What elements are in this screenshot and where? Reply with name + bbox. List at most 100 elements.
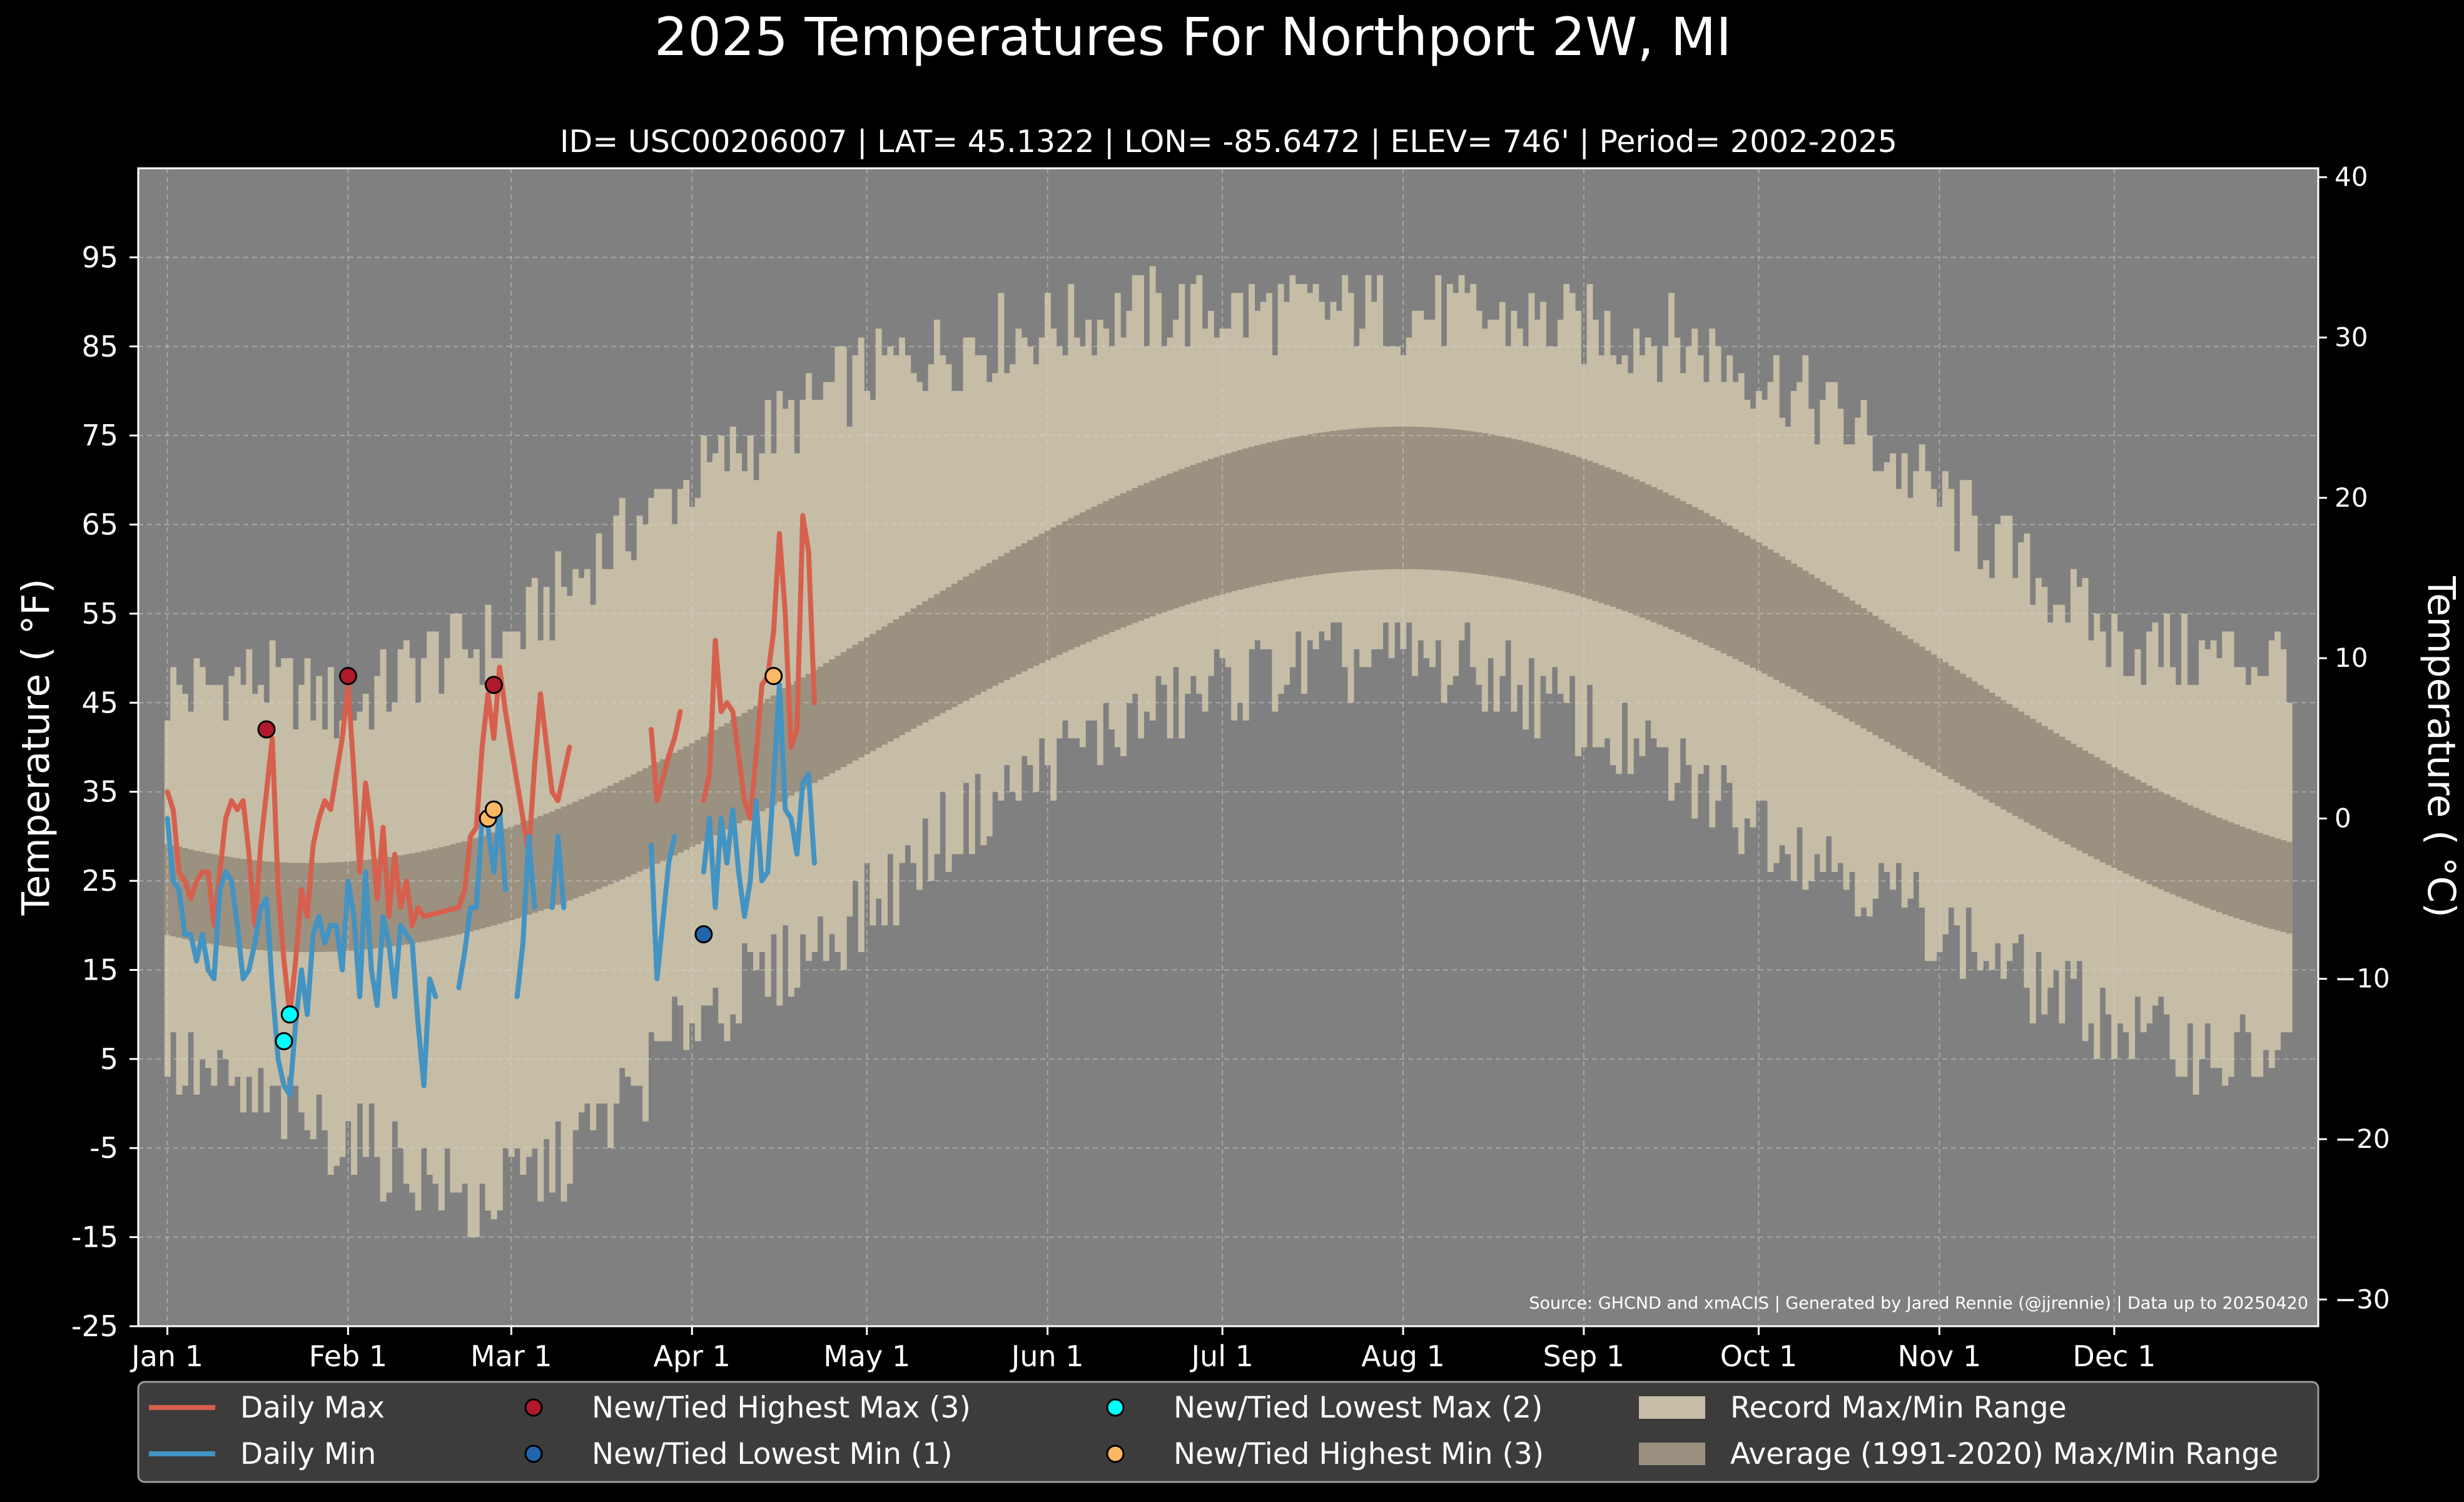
record-bar [741,471,748,943]
average-bar [1446,429,1453,571]
average-bar [2257,833,2264,926]
record-bar [940,355,946,792]
average-bar [1546,447,1553,588]
average-bar [607,785,614,885]
legend-item: Record Max/Min Range [1639,1391,2067,1425]
average-bar [1837,592,1844,716]
y-tick-label: 75 [81,419,118,452]
record-bar [473,649,480,1237]
average-bar [1091,507,1098,640]
average-bar [2053,733,2059,838]
average-bar [852,644,859,761]
average-bar [1184,467,1191,605]
x-tick-label: May 1 [823,1339,910,1373]
average-bar [1697,510,1704,642]
average-bar [601,788,608,887]
average-bar [1190,465,1197,603]
average-bar [799,677,806,789]
average-bar [374,858,381,948]
y-tick-label: 25 [81,864,118,898]
record-bar [1044,293,1051,765]
record-bar [712,453,719,988]
average-bar [1936,658,1943,773]
average-bar [1079,512,1086,645]
record-bar [549,640,555,1193]
average-bar [1866,612,1873,732]
legend-swatch [1106,1398,1125,1417]
average-bar [782,688,789,799]
average-bar [1656,489,1663,625]
average-bar [1523,441,1529,582]
average-bar [2029,719,2036,826]
average-bar [1954,669,1960,783]
average-bar [1242,448,1249,589]
average-bar [2111,767,2118,868]
record-bar [975,355,981,774]
average-bar [1872,616,1879,736]
average-bar [636,771,643,872]
average-bar [764,699,771,808]
marker-highest-max [257,720,276,739]
record-bar [1132,275,1138,694]
record-bar [805,373,812,962]
record-bar [648,497,655,1033]
average-bar [228,857,235,947]
y-tick-label: 35 [81,775,118,809]
y2-tick-label: −30 [2335,1284,2390,1314]
average-bar [2076,747,2083,851]
average-bar [666,756,672,858]
average-bar [1336,430,1342,572]
average-bar [817,666,824,780]
marker-highest-max [338,667,357,686]
legend-box [137,1381,2320,1483]
average-bar [1377,427,1384,570]
average-bar [980,566,987,692]
average-bar [1400,426,1407,569]
average-bar [514,825,520,919]
average-bar [1388,427,1395,569]
average-bar [1574,457,1581,596]
average-bar [1488,434,1494,576]
average-bar [1586,460,1593,599]
marker-highest-max [484,676,503,694]
average-bar [578,799,585,896]
average-bar [485,834,492,927]
average-bar [1476,432,1483,574]
average-bar [1551,449,1558,589]
y2-tick-label: 10 [2335,642,2368,673]
average-bar [2280,840,2287,932]
record-bar [677,489,684,1006]
average-bar [829,659,836,774]
average-bar [1965,677,1972,789]
average-bar [683,746,690,850]
average-bar [648,765,655,866]
grid-lines [138,168,2318,1326]
average-bar [1610,469,1616,607]
average-bar [1511,439,1518,580]
average-bar [1674,498,1681,632]
average-bar [1003,552,1010,680]
average-bar [339,861,346,951]
average-range-bars [164,426,2293,952]
legend-swatch [524,1444,543,1463]
average-bar [1598,465,1605,603]
average-bar [327,862,334,952]
record-bar [701,435,707,1006]
average-bar [1860,608,1867,729]
average-bar [1149,480,1156,617]
average-bar [2140,783,2147,882]
record-bar [490,658,497,1220]
average-bar [671,753,678,856]
average-bar [223,856,230,946]
average-bar [2152,788,2159,887]
average-bar [205,853,212,944]
average-bar [322,863,328,952]
average-bar [1231,452,1238,591]
average-bar [1971,681,1978,793]
average-bar [1038,533,1045,663]
legend-swatch [1106,1444,1125,1463]
y-tick-label: 85 [81,330,118,363]
average-bar [869,634,876,751]
x-tick-label: Aug 1 [1361,1339,1445,1373]
x-tick-label: Sep 1 [1543,1339,1625,1373]
